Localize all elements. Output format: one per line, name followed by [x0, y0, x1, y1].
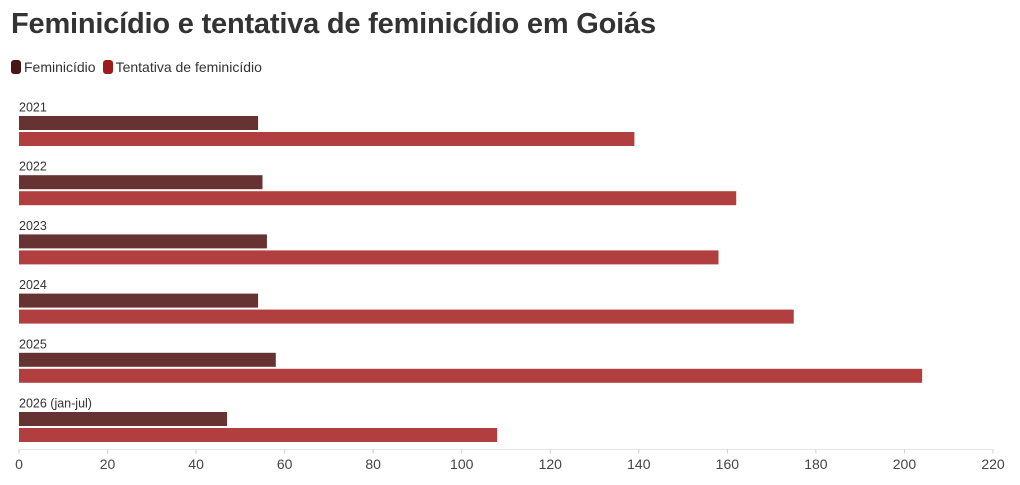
chart-title: Feminicídio e tentativa de feminicídio e… [11, 8, 656, 40]
x-tick-label: 40 [188, 456, 204, 472]
x-tick-label: 200 [893, 456, 917, 472]
bar-feminicidio[interactable]: Feminicídio 2023: 56 [19, 234, 267, 249]
x-tick-label: 220 [981, 456, 1005, 472]
x-tick-label: 0 [15, 456, 23, 472]
bar-tentativa[interactable]: Tentativa de feminicídio 2026 (jan-jul):… [19, 428, 498, 442]
category-label: 2025 [19, 337, 47, 351]
x-tick-label: 140 [627, 456, 651, 472]
legend-label-tentativa: Tentativa de feminicídio [115, 59, 262, 75]
legend-label-feminicidio: Feminicídio [24, 59, 96, 75]
bar-tentativa[interactable]: Tentativa de feminicídio 2025: 204 [19, 368, 923, 383]
legend-item-feminicidio[interactable]: Feminicídio [11, 59, 96, 75]
x-tick-label: 120 [539, 456, 563, 472]
category-label: 2024 [19, 278, 47, 292]
x-tick-label: 160 [716, 456, 740, 472]
legend: Feminicídio Tentativa de feminicídio [11, 59, 269, 75]
x-tick-label: 100 [450, 456, 474, 472]
bar-feminicidio[interactable]: Feminicídio 2026 (jan-jul): 47 [19, 412, 228, 426]
x-tick-label: 80 [365, 456, 381, 472]
x-tick-label: 20 [100, 456, 116, 472]
bar-tentativa[interactable]: Tentativa de feminicídio 2021: 139 [19, 132, 635, 146]
bar-feminicidio[interactable]: Feminicídio 2021: 54 [19, 116, 259, 130]
category-label: 2023 [19, 219, 47, 233]
legend-swatch-tentativa [102, 60, 113, 74]
x-tick-label: 60 [277, 456, 293, 472]
legend-item-tentativa[interactable]: Tentativa de feminicídio [102, 59, 262, 75]
bar-feminicidio[interactable]: Feminicídio 2022: 55 [19, 175, 263, 190]
legend-swatch-feminicidio [11, 60, 21, 74]
category-label: 2026 (jan-jul) [19, 397, 92, 411]
category-label: 2022 [19, 160, 47, 174]
category-label: 2021 [19, 101, 47, 115]
bar-tentativa[interactable]: Tentativa de feminicídio 2024: 175 [19, 309, 794, 324]
x-tick-label: 180 [804, 456, 828, 472]
bar-feminicidio[interactable]: Feminicídio 2025: 58 [19, 352, 276, 367]
bar-tentativa[interactable]: Tentativa de feminicídio 2022: 162 [19, 191, 737, 206]
bar-tentativa[interactable]: Tentativa de feminicídio 2023: 158 [19, 250, 719, 265]
bar-feminicidio[interactable]: Feminicídio 2024: 54 [19, 293, 259, 308]
